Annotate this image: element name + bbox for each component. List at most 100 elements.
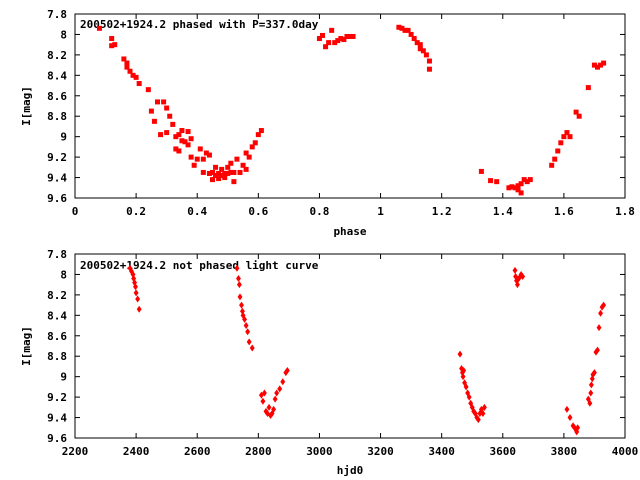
data-point: [514, 281, 520, 289]
data-point: [197, 146, 203, 152]
data-point: [595, 346, 600, 354]
data-point: [206, 170, 212, 176]
y-tick-label: 8.2: [47, 49, 67, 62]
data-point: [426, 58, 432, 64]
data-point: [124, 60, 130, 66]
x-tick-label: 2800: [245, 445, 272, 458]
data-point: [574, 428, 580, 436]
data-point: [252, 140, 258, 146]
data-point: [515, 183, 521, 189]
plot-frame: [74, 13, 626, 199]
data-point: [228, 169, 234, 175]
data-point: [260, 397, 266, 405]
data-point: [237, 169, 243, 175]
data-point: [127, 264, 133, 272]
x-tick-label: 2600: [184, 445, 211, 458]
data-point: [457, 350, 463, 358]
x-tick-label: 1.4: [493, 205, 513, 218]
data-point: [588, 389, 594, 397]
data-point: [481, 403, 487, 411]
data-point: [572, 424, 578, 432]
data-point: [158, 132, 164, 138]
data-point: [173, 134, 179, 140]
data-point: [596, 324, 602, 332]
data-point: [461, 367, 467, 375]
data-point: [237, 293, 243, 301]
data-point: [124, 64, 130, 70]
data-point: [527, 177, 533, 183]
data-point: [210, 169, 215, 175]
data-point: [135, 295, 141, 303]
data-point: [236, 281, 242, 289]
data-point: [112, 42, 118, 48]
y-tick-label: 7.8: [47, 8, 67, 21]
y-tick-label: 8.2: [47, 289, 67, 302]
data-point: [271, 405, 277, 413]
chart-title: 200502+1924.2 not phased light curve: [80, 259, 319, 272]
data-point: [185, 142, 191, 148]
data-point: [222, 175, 228, 181]
data-point: [243, 322, 249, 330]
data-point: [588, 381, 594, 389]
data-point: [417, 46, 423, 52]
data-point: [520, 272, 526, 280]
data-point: [488, 178, 494, 184]
data-point: [405, 27, 411, 33]
data-point: [518, 270, 524, 278]
data-point: [234, 156, 240, 162]
data-point: [463, 383, 469, 391]
data-point: [335, 38, 341, 44]
data-point: [518, 190, 524, 196]
data-point: [148, 108, 154, 114]
data-point: [96, 25, 102, 31]
y-tick-label: 8: [60, 28, 67, 41]
x-tick-label: 2200: [62, 445, 89, 458]
data-point: [601, 301, 607, 309]
x-axis-label: phase: [333, 225, 366, 238]
data-point: [326, 40, 332, 46]
data-point: [601, 60, 607, 66]
data-point: [573, 109, 579, 115]
data-point: [591, 62, 597, 68]
x-tick-label: 0: [72, 205, 79, 218]
data-point: [242, 315, 248, 323]
data-point: [277, 385, 283, 393]
x-tick-label: 3400: [428, 445, 455, 458]
chart-1: 0 0.2 0.4 0.6 0.8 1 1.2 1.4 1.6 1.8 7.8 8 8.2 8.4 8.6 8…: [20, 8, 635, 238]
x-tick-label: 3000: [306, 445, 333, 458]
data-point: [170, 121, 176, 127]
data-point: [266, 403, 272, 411]
data-point: [411, 36, 417, 42]
data-point: [167, 113, 173, 119]
data-point: [524, 179, 530, 185]
data-point: [347, 33, 353, 39]
x-tick-label: 0.4: [187, 205, 207, 218]
data-point: [426, 66, 432, 72]
data-point: [130, 72, 136, 78]
data-point: [399, 25, 405, 31]
data-point: [332, 40, 338, 46]
data-point: [225, 170, 231, 176]
y-tick-label: 9: [60, 371, 67, 384]
data-point: [249, 144, 255, 150]
data-point: [338, 36, 344, 42]
data-point: [109, 36, 115, 42]
data-point: [231, 169, 237, 175]
data-point: [136, 81, 142, 87]
data-point: [194, 156, 200, 162]
data-point: [595, 64, 600, 70]
data-point: [234, 264, 240, 272]
data-point: [246, 338, 252, 346]
data-point: [121, 56, 127, 62]
data-point: [506, 185, 512, 191]
x-tick-label: 2400: [123, 445, 150, 458]
y-tick-label: 8: [60, 268, 67, 281]
data-point: [575, 424, 581, 432]
data-point: [243, 150, 249, 156]
data-point: [222, 170, 228, 176]
data-point: [164, 105, 170, 111]
data-point: [151, 118, 157, 124]
y-tick-label: 8.4: [47, 309, 67, 322]
data-point: [200, 156, 206, 162]
data-point: [561, 134, 567, 140]
